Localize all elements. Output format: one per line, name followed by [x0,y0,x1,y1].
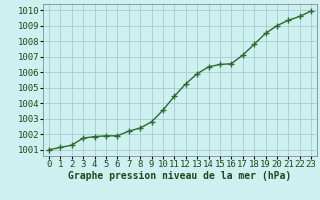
X-axis label: Graphe pression niveau de la mer (hPa): Graphe pression niveau de la mer (hPa) [68,171,292,181]
